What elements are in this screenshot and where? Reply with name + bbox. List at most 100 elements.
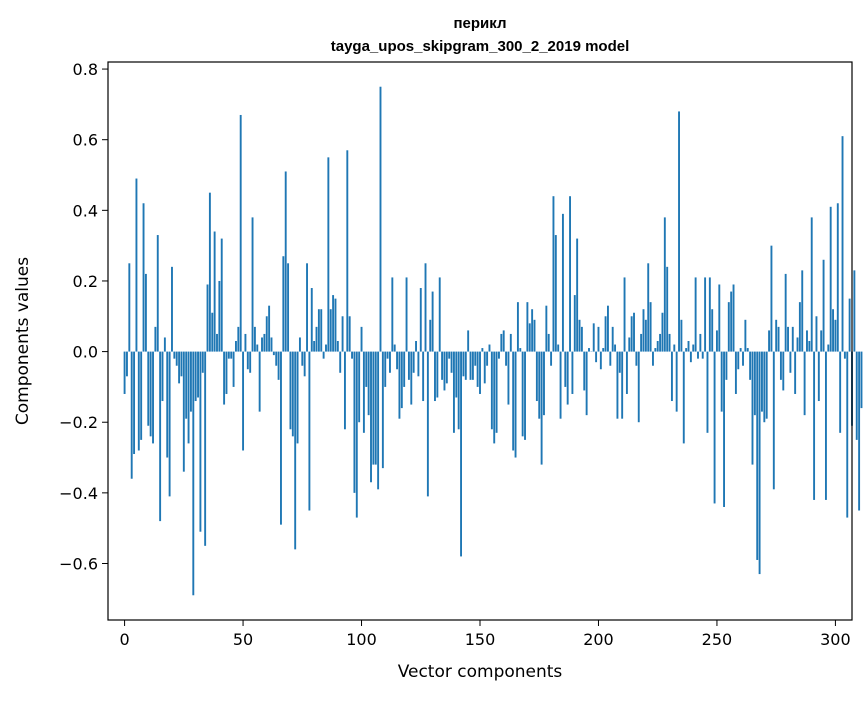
bar — [581, 327, 583, 352]
bar — [818, 352, 820, 401]
bar — [680, 320, 682, 352]
bar — [278, 352, 280, 380]
bar — [752, 352, 754, 465]
bar — [671, 352, 673, 401]
bar — [567, 352, 569, 405]
bar — [185, 352, 187, 419]
bar — [335, 299, 337, 352]
bar — [643, 309, 645, 351]
bar — [183, 352, 185, 472]
bar — [690, 352, 692, 363]
bar — [382, 352, 384, 469]
bar — [849, 299, 851, 352]
bar — [650, 302, 652, 351]
bar — [548, 334, 550, 352]
bar — [131, 352, 133, 479]
bar — [154, 327, 156, 352]
bar — [619, 352, 621, 373]
bar — [498, 352, 500, 359]
bar — [638, 352, 640, 423]
bar — [410, 352, 412, 405]
bar — [529, 323, 531, 351]
bar — [799, 302, 801, 351]
bar — [216, 334, 218, 352]
bar — [555, 235, 557, 352]
bar — [804, 352, 806, 416]
bar — [477, 352, 479, 387]
bar — [351, 352, 353, 359]
bar — [290, 352, 292, 430]
bar — [503, 330, 505, 351]
bar — [538, 352, 540, 419]
bar — [311, 288, 313, 352]
bar — [718, 284, 720, 351]
x-tick-label: 0 — [119, 630, 129, 649]
bar — [744, 320, 746, 352]
bar — [716, 330, 718, 351]
bar — [221, 239, 223, 352]
bar — [323, 352, 325, 359]
bar — [605, 316, 607, 351]
bar — [505, 352, 507, 366]
bar — [678, 111, 680, 351]
x-tick-label: 100 — [346, 630, 377, 649]
bar — [470, 352, 472, 380]
bar — [195, 352, 197, 401]
bar — [275, 352, 277, 366]
bar — [816, 316, 818, 351]
bar — [391, 277, 393, 351]
chart-title: перикл — [453, 15, 506, 32]
bar — [458, 352, 460, 430]
bar — [339, 352, 341, 373]
bar — [616, 352, 618, 419]
bar — [263, 334, 265, 352]
bar — [493, 352, 495, 444]
bar — [631, 316, 633, 351]
bar — [242, 352, 244, 451]
bar — [434, 352, 436, 401]
bar — [353, 352, 355, 493]
bar — [662, 313, 664, 352]
bar — [436, 352, 438, 398]
bar — [801, 270, 803, 351]
bar — [728, 302, 730, 351]
bar — [541, 352, 543, 465]
bar — [199, 352, 201, 532]
bar — [375, 352, 377, 465]
bar — [254, 327, 256, 352]
bar — [259, 352, 261, 412]
bar — [515, 352, 517, 458]
bar — [635, 352, 637, 366]
bar — [190, 352, 192, 412]
bar — [330, 309, 332, 351]
bar — [233, 352, 235, 387]
bar — [304, 352, 306, 377]
y-tick-label: −0.4 — [59, 484, 98, 503]
bar — [247, 352, 249, 370]
bar — [742, 352, 744, 366]
bar — [417, 352, 419, 377]
bar — [162, 352, 164, 401]
bar — [560, 352, 562, 419]
bar — [406, 277, 408, 351]
bar — [685, 348, 687, 352]
bar — [640, 334, 642, 352]
bar — [489, 345, 491, 352]
bar — [453, 352, 455, 433]
bar — [491, 352, 493, 430]
bar — [842, 136, 844, 351]
bar — [721, 352, 723, 412]
bar — [598, 327, 600, 352]
bar — [124, 352, 126, 394]
x-tick-label: 50 — [233, 630, 253, 649]
bar — [586, 352, 588, 416]
bar — [266, 316, 268, 351]
bar — [621, 352, 623, 419]
bar — [422, 352, 424, 401]
bar — [797, 337, 799, 351]
bar — [789, 352, 791, 373]
bar — [363, 352, 365, 433]
bar — [384, 352, 386, 387]
bar — [659, 334, 661, 352]
